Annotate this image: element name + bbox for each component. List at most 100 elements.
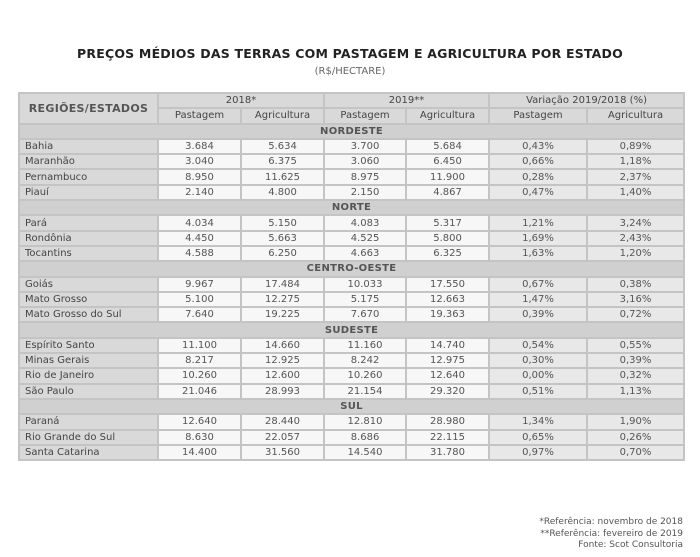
- price-cell: 8.242: [323, 352, 408, 370]
- price-cell: 12.810: [323, 413, 408, 431]
- header-regions-states: REGIÕES/ESTADOS: [18, 92, 159, 125]
- table-title: PREÇOS MÉDIOS DAS TERRAS COM PASTAGEM E …: [77, 46, 623, 61]
- variation-cell: 3,24%: [586, 214, 686, 232]
- state-name: Santa Catarina: [18, 443, 159, 462]
- table-row: Santa Catarina 14.400 31.560 14.540 31.780 0,…: [18, 443, 686, 462]
- price-cell: 8.950: [157, 168, 242, 186]
- price-cell: 11.100: [157, 336, 242, 355]
- variation-cell: 2,37%: [586, 168, 686, 186]
- header-group-variation: Variação 2019/2018 (%): [488, 91, 686, 110]
- price-cell: 4.034: [157, 214, 242, 232]
- price-cell: 12.975: [405, 352, 491, 370]
- variation-cell: 1,90%: [586, 413, 686, 431]
- variation-cell: 0,67%: [488, 275, 589, 293]
- state-name: Rio Grande do Sul: [18, 428, 159, 446]
- header-sub: Agricultura: [405, 107, 491, 125]
- variation-cell: 2,43%: [586, 229, 686, 247]
- variation-cell: 0,47%: [488, 183, 589, 202]
- state-name: Pernambuco: [18, 168, 159, 186]
- variation-cell: 1,40%: [586, 183, 686, 202]
- header-row-sub: Pastagem Agricultura Pastagem Agricultur…: [19, 107, 686, 125]
- price-cell: 14.540: [323, 443, 408, 462]
- price-cell: 3.700: [323, 137, 408, 156]
- price-cell: 5.634: [239, 137, 326, 156]
- table-row: Rio de Janeiro 10.260 12.600 10.260 12.640 0,…: [18, 367, 686, 385]
- price-cell: 6.325: [405, 244, 491, 263]
- variation-cell: 0,89%: [586, 137, 686, 156]
- table-row: Pará 4.034 5.150 4.083 5.317 1,21% 3,24%: [18, 214, 686, 232]
- price-cell: 22.057: [239, 428, 326, 446]
- price-cell: 8.630: [157, 428, 242, 446]
- region-header: SUDESTE: [17, 321, 686, 339]
- price-cell: 4.588: [157, 244, 242, 263]
- table-row: Goiás 9.967 17.484 10.033 17.550 0,67% 0,38%: [18, 275, 686, 293]
- variation-cell: 0,32%: [586, 367, 686, 385]
- region-row: NORDESTE: [17, 122, 686, 140]
- variation-cell: 0,66%: [488, 153, 589, 171]
- state-name: Espírito Santo: [18, 336, 159, 355]
- variation-cell: 1,18%: [586, 153, 686, 171]
- state-name: Maranhão: [18, 153, 159, 171]
- variation-cell: 0,72%: [586, 306, 686, 324]
- table-row: Paraná 12.640 28.440 12.810 28.980 1,34% 1,90%: [18, 413, 686, 431]
- land-prices-table: REGIÕES/ESTADOS 2018* 2019** Variação 20…: [17, 91, 686, 462]
- price-cell: 28.980: [405, 413, 491, 431]
- state-name: Pará: [18, 214, 159, 232]
- variation-cell: 0,28%: [488, 168, 589, 186]
- header-sub: Pastagem: [488, 107, 589, 125]
- variation-cell: 0,26%: [586, 428, 686, 446]
- header-sub: Pastagem: [157, 107, 242, 125]
- state-name: Paraná: [18, 413, 159, 431]
- price-cell: 21.154: [323, 382, 408, 400]
- region-row: SUL: [17, 397, 686, 416]
- variation-cell: 0,70%: [586, 443, 686, 462]
- region-header: SUL: [17, 397, 686, 416]
- state-name: Mato Grosso: [18, 290, 159, 309]
- region-header: CENTRO-OESTE: [17, 260, 686, 278]
- variation-cell: 1,47%: [488, 290, 589, 309]
- footnote: *Referência: novembro de 2018: [539, 517, 683, 527]
- variation-cell: 0,65%: [488, 428, 589, 446]
- price-cell: 12.640: [405, 367, 491, 385]
- price-cell: 19.363: [405, 306, 491, 324]
- table-row: Bahia 3.684 5.634 3.700 5.684 0,43% 0,89%: [18, 137, 686, 156]
- table-row: Rondônia 4.450 5.663 4.525 5.800 1,69% 2,43%: [18, 229, 686, 247]
- region-row: SUDESTE: [17, 321, 686, 339]
- variation-cell: 0,54%: [488, 336, 589, 355]
- price-cell: 5.175: [323, 290, 408, 309]
- variation-cell: 0,00%: [488, 367, 589, 385]
- footnotes: *Referência: novembro de 2018 **Referênc…: [539, 517, 683, 552]
- variation-cell: 0,43%: [488, 137, 589, 156]
- state-name: Goiás: [18, 275, 159, 293]
- price-cell: 3.684: [157, 137, 242, 156]
- header-sub: Agricultura: [586, 107, 686, 125]
- variation-cell: 0,39%: [586, 352, 686, 370]
- price-cell: 31.780: [405, 443, 491, 462]
- variation-cell: 0,38%: [586, 275, 686, 293]
- price-cell: 14.740: [405, 336, 491, 355]
- header-group-2019: 2019**: [323, 91, 491, 110]
- price-cell: 28.993: [239, 382, 326, 400]
- state-name: Rondônia: [18, 229, 159, 247]
- price-cell: 12.925: [239, 352, 326, 370]
- price-cell: 10.260: [323, 367, 408, 385]
- table-row: São Paulo 21.046 28.993 21.154 29.320 0,51% 1,…: [18, 382, 686, 400]
- header-row-groups: REGIÕES/ESTADOS 2018* 2019** Variação 20…: [18, 91, 686, 125]
- price-cell: 12.640: [157, 413, 242, 431]
- price-cell: 4.083: [323, 214, 408, 232]
- price-cell: 10.260: [157, 367, 242, 385]
- price-cell: 12.663: [405, 290, 491, 309]
- variation-cell: 1,69%: [488, 229, 589, 247]
- price-cell: 11.160: [323, 336, 408, 355]
- price-cell: 10.033: [323, 275, 408, 293]
- price-cell: 31.560: [239, 443, 326, 462]
- state-name: São Paulo: [18, 382, 159, 400]
- price-cell: 6.250: [239, 244, 326, 263]
- state-name: Tocantins: [18, 244, 159, 263]
- price-cell: 17.550: [405, 275, 491, 293]
- price-cell: 9.967: [157, 275, 242, 293]
- state-name: Bahia: [18, 137, 159, 156]
- price-cell: 4.800: [239, 183, 326, 202]
- table-subtitle: (R$/HECTARE): [314, 66, 386, 77]
- price-cell: 3.060: [323, 153, 408, 171]
